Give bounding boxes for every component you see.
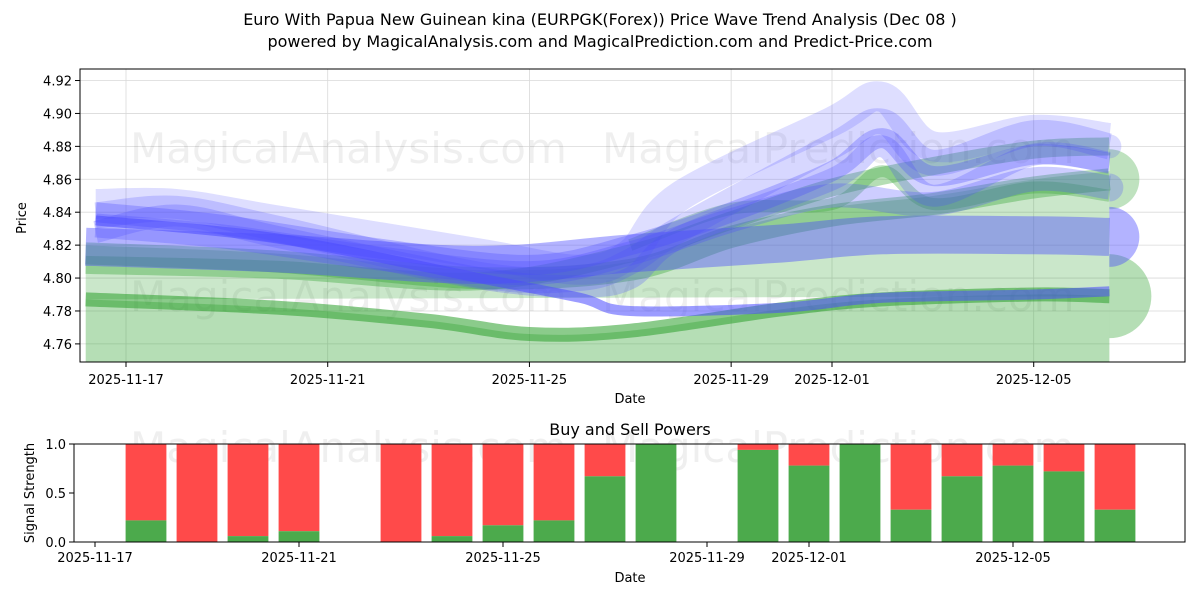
sell-bar — [227, 444, 269, 537]
sell-bar — [431, 444, 473, 537]
sell-bar — [584, 444, 626, 477]
buy-bar — [941, 476, 983, 542]
buy-bar — [125, 520, 167, 542]
series-blue-wave-flat — [85, 215, 1110, 284]
price-ytick-label: 4.90 — [43, 107, 72, 122]
series-end-cap — [1109, 149, 1140, 210]
buy-bar — [227, 536, 269, 542]
price-ytick-label: 4.82 — [43, 239, 72, 254]
signal-x-label: Date — [614, 571, 645, 586]
buy-bar — [431, 536, 473, 542]
series-end-cap — [1109, 206, 1140, 267]
signal-y-label: Signal Strength — [23, 443, 38, 543]
signal-chart: MagicalAnalysis.com MagicalPrediction.com… — [45, 423, 1186, 566]
chart-subtitle: powered by MagicalAnalysis.com and Magic… — [267, 32, 932, 51]
signal-xtick-label: 2025-11-17 — [57, 551, 133, 566]
price-series-group — [85, 81, 1152, 362]
series-blue-wave-e — [94, 128, 1111, 275]
signal-xtick-label: 2025-11-29 — [669, 551, 745, 566]
price-plot-frame — [79, 68, 1186, 363]
series-green-wave-top — [628, 165, 1111, 251]
signal-title: Buy and Sell Powers — [549, 420, 711, 439]
series-green-wave-high — [85, 137, 1110, 291]
sell-bar — [890, 444, 932, 510]
price-ytick-label: 4.88 — [43, 140, 72, 155]
signal-xtick-label: 2025-12-05 — [975, 551, 1051, 566]
buy-bar — [1043, 471, 1085, 542]
green-wave-area — [85, 294, 1110, 362]
series-blue-wave-a — [94, 108, 1113, 294]
watermark-text: MagicalAnalysis.com — [130, 124, 567, 173]
price-x-label: Date — [614, 392, 645, 407]
sell-bar — [125, 444, 167, 521]
price-xtick-label: 2025-11-17 — [88, 373, 164, 388]
price-xtick-label: 2025-11-29 — [693, 373, 769, 388]
price-ytick-label: 4.78 — [43, 305, 72, 320]
signal-xtick-label: 2025-11-25 — [465, 551, 541, 566]
price-xtick-label: 2025-11-21 — [290, 373, 366, 388]
green-wave-band — [85, 171, 1110, 300]
signal-ytick-label: 0.5 — [45, 487, 66, 502]
sell-bar — [1043, 444, 1085, 472]
sell-bar — [737, 444, 779, 450]
buy-bar — [788, 465, 830, 542]
buy-bar — [584, 476, 626, 542]
series-green-wave-mid — [85, 168, 1111, 290]
sell-bar — [278, 444, 320, 532]
series-end-cap — [1109, 254, 1152, 339]
buy-bar — [533, 520, 575, 542]
price-xtick-label: 2025-11-25 — [492, 373, 568, 388]
sell-bar — [176, 444, 218, 542]
price-ytick-label: 4.92 — [43, 75, 72, 90]
series-blue-wave-c — [93, 135, 1112, 298]
series-blue-wave-low — [95, 215, 1110, 317]
sell-bar — [482, 444, 524, 526]
sell-bar — [992, 444, 1034, 466]
buy-bar — [1094, 509, 1136, 542]
signal-xtick-label: 2025-12-01 — [771, 551, 847, 566]
sell-bar — [1094, 444, 1136, 510]
sell-bar — [941, 444, 983, 477]
price-y-label: Price — [15, 202, 30, 234]
signal-plot-frame — [73, 443, 1186, 543]
sell-bar — [380, 444, 422, 542]
signal-ytick-label: 0.0 — [45, 536, 66, 551]
buy-bar — [482, 525, 524, 542]
series-end-cap — [1109, 173, 1124, 202]
price-ytick-label: 4.86 — [43, 173, 72, 188]
buy-bar — [737, 449, 779, 542]
buy-bar — [992, 465, 1034, 542]
buy-bar — [839, 444, 881, 542]
watermark-text: MagicalPrediction.com — [602, 124, 1075, 173]
buy-bar — [890, 509, 932, 542]
buy-bar — [635, 444, 677, 542]
series-blue-wave-d — [94, 166, 1112, 286]
series-end-cap — [1109, 134, 1122, 159]
chart-title: Euro With Papua New Guinean kina (EURPGK… — [243, 10, 957, 29]
sell-bar — [533, 444, 575, 521]
buy-bar — [278, 531, 320, 542]
price-xtick-label: 2025-12-05 — [996, 373, 1072, 388]
price-xtick-label: 2025-12-01 — [794, 373, 870, 388]
price-ytick-label: 4.80 — [43, 272, 72, 287]
price-ytick-label: 4.76 — [43, 338, 72, 353]
sell-bar — [788, 444, 830, 466]
signal-xtick-label: 2025-11-21 — [261, 551, 337, 566]
signal-ytick-label: 1.0 — [45, 438, 66, 453]
price-chart: 4.76 4.78 4.80 4.82 4.84 4.86 4.88 4.90 4.92 2025… — [43, 68, 1186, 388]
series-blue-wave-b — [95, 81, 1112, 285]
price-ytick-label: 4.84 — [43, 206, 72, 221]
